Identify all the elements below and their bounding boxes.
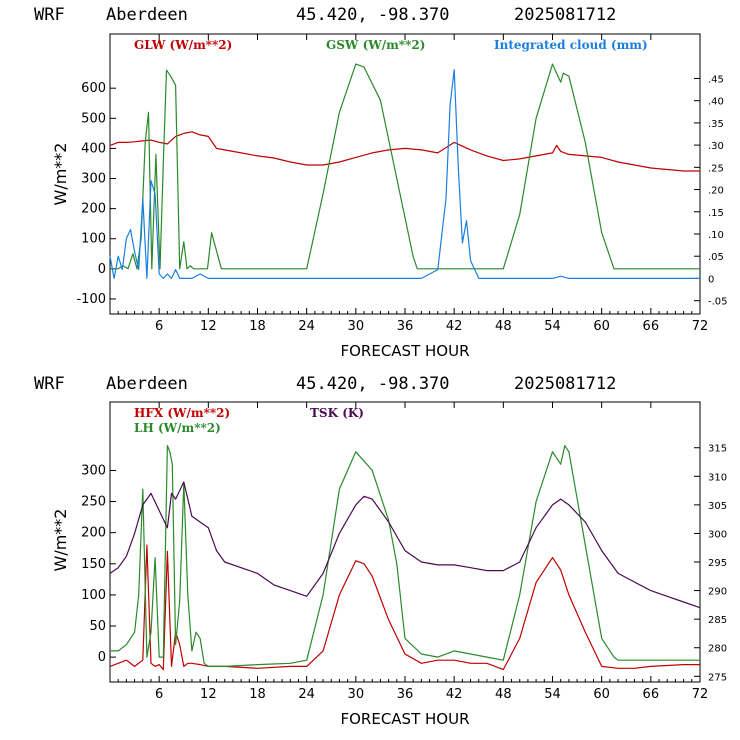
y2-tick-label: .45 bbox=[708, 74, 724, 85]
x-tick-label: 60 bbox=[593, 319, 610, 334]
y2-tick-label: 310 bbox=[708, 472, 727, 483]
x-tick-label: 30 bbox=[348, 319, 365, 334]
header-site: Aberdeen bbox=[106, 5, 188, 25]
header-run: 2025081712 bbox=[514, 5, 616, 25]
series-line-glw bbox=[110, 132, 700, 171]
x-tick-label: 54 bbox=[544, 687, 561, 702]
x-tick-label: 66 bbox=[643, 687, 660, 702]
y2-tick-label: .35 bbox=[708, 119, 724, 130]
chart-1-radiation-cloud: GLW (W/m**2) GSW (W/m**2) Integrated clo… bbox=[51, 34, 728, 360]
y-tick-label: 0 bbox=[98, 262, 106, 277]
x-tick-label: 42 bbox=[446, 319, 463, 334]
x-tick-label: 12 bbox=[200, 687, 217, 702]
y2-tick-label: .30 bbox=[708, 141, 724, 152]
y-tick-label: 500 bbox=[81, 111, 106, 126]
y2-tick-label: -.05 bbox=[708, 297, 728, 308]
y2-tick-label: 285 bbox=[708, 615, 727, 626]
x-axis-label: FORECAST HOUR bbox=[340, 710, 469, 728]
y2-tick-label: .15 bbox=[708, 208, 724, 219]
plot-frame bbox=[110, 402, 700, 682]
x-tick-label: 6 bbox=[155, 687, 163, 702]
y-tick-label: 50 bbox=[89, 619, 106, 634]
header-model: WRF bbox=[34, 5, 65, 25]
x-tick-label: 60 bbox=[593, 687, 610, 702]
chart-2-flux-tsk: HFX (W/m**2) LH (W/m**2) TSK (K) W/m**2 … bbox=[51, 402, 727, 728]
y2-tick-label: .20 bbox=[708, 186, 724, 197]
x-tick-label: 36 bbox=[397, 687, 414, 702]
x-tick-label: 72 bbox=[692, 319, 709, 334]
y2-tick-label: 300 bbox=[708, 529, 727, 540]
legend-tsk: TSK (K) bbox=[310, 406, 364, 420]
header-coords: 45.420, -98.370 bbox=[296, 5, 450, 25]
series-line-tsk bbox=[110, 482, 700, 608]
series-line-integrated bbox=[110, 70, 700, 279]
legend-hfx: HFX (W/m**2) bbox=[134, 406, 230, 420]
x-tick-label: 30 bbox=[348, 687, 365, 702]
x-tick-label: 42 bbox=[446, 687, 463, 702]
y-tick-label: 250 bbox=[81, 495, 106, 510]
series-line-gsw bbox=[110, 64, 700, 269]
y-tick-label: 0 bbox=[98, 650, 106, 665]
x-tick-label: 18 bbox=[249, 687, 266, 702]
y2-tick-label: 295 bbox=[708, 558, 727, 569]
y-tick-label: 300 bbox=[81, 463, 106, 478]
y2-tick-label: .25 bbox=[708, 163, 724, 174]
y2-tick-label: 305 bbox=[708, 501, 727, 512]
y-tick-label: 600 bbox=[81, 81, 106, 96]
legend-lh: LH (W/m**2) bbox=[134, 421, 221, 435]
x-tick-label: 12 bbox=[200, 319, 217, 334]
series-line-lh bbox=[110, 446, 700, 667]
x-tick-label: 66 bbox=[643, 319, 660, 334]
y2-tick-label: 280 bbox=[708, 644, 727, 655]
x-tick-label: 54 bbox=[544, 319, 561, 334]
y2-tick-label: 0 bbox=[708, 274, 714, 285]
x-tick-label: 24 bbox=[298, 319, 315, 334]
y-tick-label: 200 bbox=[81, 202, 106, 217]
x-axis-label: FORECAST HOUR bbox=[340, 342, 469, 360]
y-tick-label: 200 bbox=[81, 526, 106, 541]
y2-tick-label: 290 bbox=[708, 587, 727, 598]
chart-canvas: WRF Aberdeen 45.420, -98.370 2025081712 … bbox=[0, 0, 740, 740]
header-run: 2025081712 bbox=[514, 374, 616, 394]
y2-tick-label: 275 bbox=[708, 672, 727, 683]
legend-glw: GLW (W/m**2) bbox=[134, 38, 232, 52]
y-tick-label: 100 bbox=[81, 588, 106, 603]
header-site: Aberdeen bbox=[106, 374, 188, 394]
y-tick-label: 400 bbox=[81, 141, 106, 156]
y-tick-label: 100 bbox=[81, 232, 106, 247]
header-coords: 45.420, -98.370 bbox=[296, 374, 450, 394]
x-tick-label: 18 bbox=[249, 319, 266, 334]
y-tick-label: 150 bbox=[81, 557, 106, 572]
x-tick-label: 6 bbox=[155, 319, 163, 334]
y2-tick-label: .40 bbox=[708, 97, 724, 108]
legend-cloud: Integrated cloud (mm) bbox=[494, 38, 648, 52]
x-tick-label: 72 bbox=[692, 687, 709, 702]
y-axis-label: W/m**2 bbox=[51, 143, 70, 206]
y-tick-label: 300 bbox=[81, 172, 106, 187]
y2-tick-label: .10 bbox=[708, 230, 724, 241]
y2-tick-label: .05 bbox=[708, 252, 724, 263]
header-model: WRF bbox=[34, 374, 65, 394]
y-axis-label: W/m**2 bbox=[51, 509, 70, 572]
x-tick-label: 36 bbox=[397, 319, 414, 334]
y-tick-label: -100 bbox=[76, 292, 106, 307]
plot-frame bbox=[110, 34, 700, 314]
x-tick-label: 24 bbox=[298, 687, 315, 702]
x-tick-label: 48 bbox=[495, 687, 512, 702]
x-tick-label: 48 bbox=[495, 319, 512, 334]
legend-gsw: GSW (W/m**2) bbox=[326, 38, 425, 52]
y2-tick-label: 315 bbox=[708, 444, 727, 455]
